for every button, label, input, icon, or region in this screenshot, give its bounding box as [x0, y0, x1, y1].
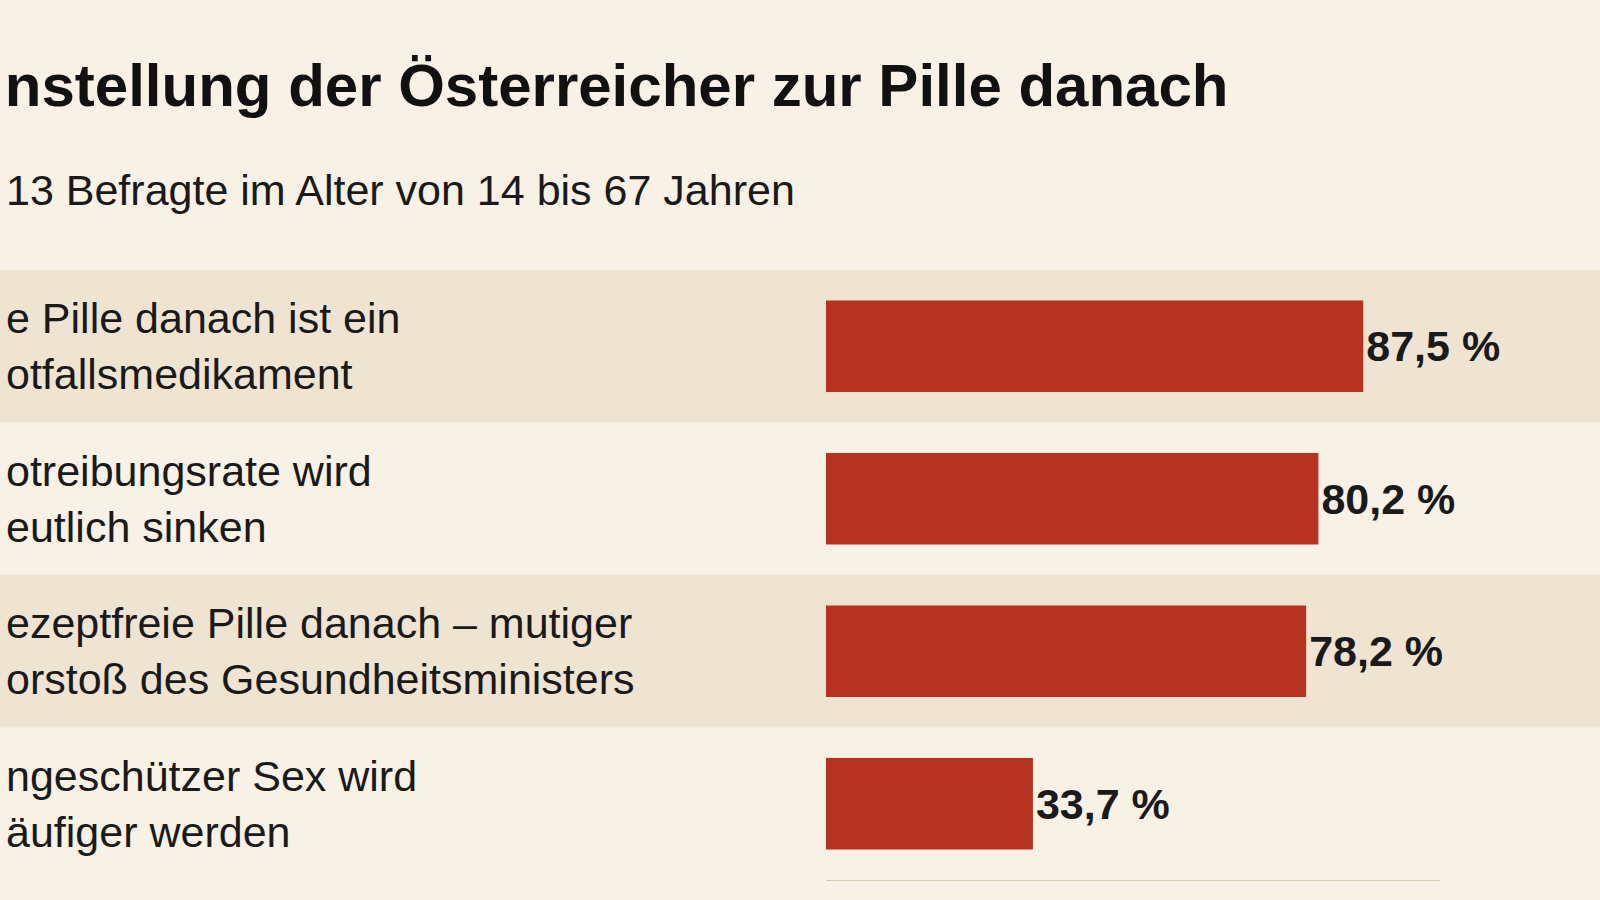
svg-text:ezeptfreie Pille danach – muti: ezeptfreie Pille danach – mutigerorstoß …: [6, 599, 635, 703]
svg-text:e Pille danach ist einotfallsm: e Pille danach ist einotfallsmedikament: [6, 294, 400, 398]
svg-text:otreibungsrate wirdeutlich sin: otreibungsrate wirdeutlich sinken: [6, 447, 372, 551]
svg-text:87,5 %: 87,5 %: [1366, 322, 1500, 370]
svg-text:33,7 %: 33,7 %: [1036, 780, 1170, 828]
svg-text:78,2 %: 78,2 %: [1309, 627, 1443, 675]
svg-text:80,2 %: 80,2 %: [1321, 475, 1455, 523]
svg-text:13 Befragte im Alter von 14 bi: 13 Befragte im Alter von 14 bis 67 Jahre…: [6, 166, 795, 214]
svg-text:ngeschützer Sex wirdäufiger we: ngeschützer Sex wirdäufiger werden: [6, 752, 417, 856]
svg-text:nstellung der Österreicher zur: nstellung der Österreicher zur Pille dan…: [5, 52, 1229, 119]
